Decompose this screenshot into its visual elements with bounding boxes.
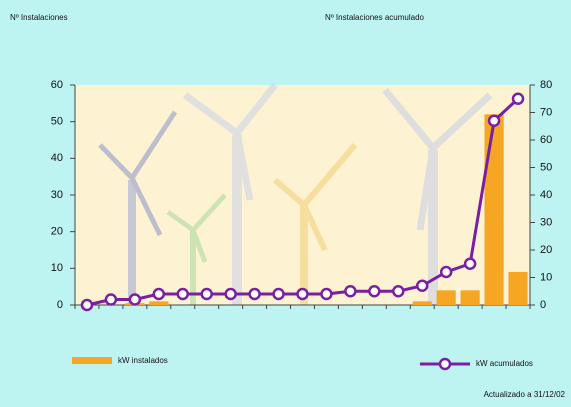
y2-tick-label: 50 <box>540 161 552 173</box>
point <box>392 285 405 298</box>
point <box>104 293 118 306</box>
y2-tick-label: 20 <box>540 244 552 256</box>
y2-tick-label: 40 <box>540 189 552 201</box>
y2-axis-title: Nº Instalaciones acumulado <box>325 13 425 22</box>
bar <box>508 272 528 305</box>
bar <box>484 114 504 305</box>
y2-tick-label: 0 <box>540 299 546 311</box>
y-axis-title: Nº Instalaciones <box>10 13 68 22</box>
y-tick-label: 10 <box>51 262 63 274</box>
bar <box>460 290 480 305</box>
y2-tick-label: 60 <box>540 134 552 146</box>
point <box>200 287 213 301</box>
point <box>272 287 285 301</box>
point <box>487 114 501 127</box>
y-tick-label: 50 <box>51 116 63 128</box>
legend-swatch <box>438 357 452 371</box>
y-tick-label: 30 <box>51 189 63 201</box>
legend-swatch <box>72 357 112 364</box>
point <box>80 298 94 312</box>
y-tick-label: 40 <box>51 152 63 164</box>
point <box>176 287 190 301</box>
y-tick-label: 0 <box>57 299 63 311</box>
bar <box>149 301 169 305</box>
y2-tick-label: 10 <box>540 271 552 283</box>
footnote: Actualizado a 31/12/02 <box>484 390 566 399</box>
point <box>248 287 261 301</box>
y2-tick-label: 80 <box>540 79 552 91</box>
point <box>511 92 525 105</box>
turbine-decoration <box>98 82 493 305</box>
bar <box>412 301 432 305</box>
point <box>320 287 333 301</box>
y2-tick-label: 30 <box>540 216 552 228</box>
point <box>463 257 477 270</box>
y2-tick-label: 70 <box>540 106 552 118</box>
point <box>344 285 357 298</box>
point <box>415 279 429 292</box>
y-tick-label: 20 <box>51 226 63 238</box>
point <box>224 287 237 301</box>
point <box>368 285 381 298</box>
point <box>152 287 166 301</box>
point <box>128 293 142 306</box>
legend-label: kW instalados <box>118 356 168 365</box>
legend-label: kW acumulados <box>476 359 533 368</box>
point <box>439 265 453 279</box>
bar <box>436 290 456 305</box>
y-tick-label: 60 <box>51 79 63 91</box>
point <box>296 287 309 301</box>
